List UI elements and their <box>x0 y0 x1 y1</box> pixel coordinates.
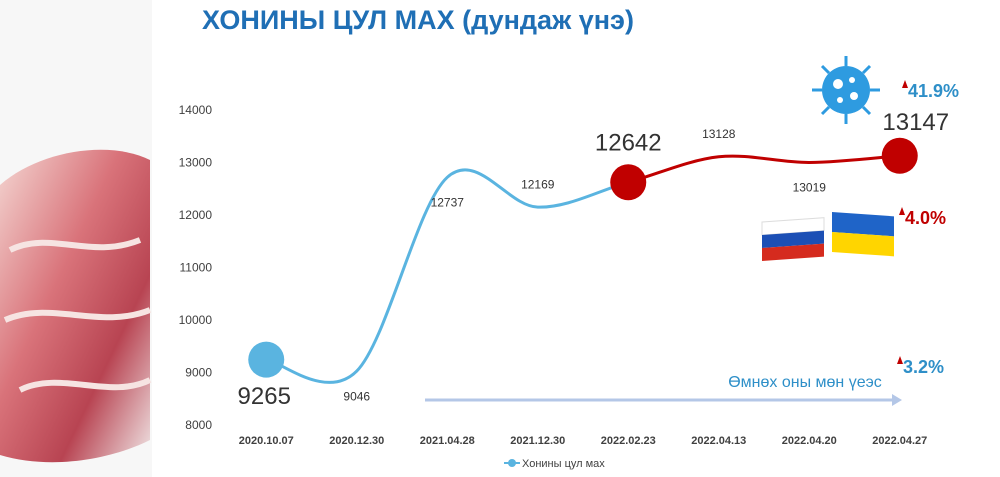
highlight-line <box>627 154 900 184</box>
y-tick-label: 10000 <box>179 313 213 327</box>
meat-photo <box>0 149 150 463</box>
y-tick-label: 13000 <box>179 156 213 170</box>
up-arrow <box>899 207 905 215</box>
up-arrow <box>897 356 903 364</box>
ukraine-flag <box>832 212 894 257</box>
annotation: 41.9% <box>908 81 959 101</box>
arrow-head <box>892 394 902 406</box>
value-label: 9265 <box>238 383 291 410</box>
value-label: 12737 <box>431 195 465 209</box>
y-tick-label: 9000 <box>185 366 212 380</box>
x-tick-label: 2021.12.30 <box>510 435 565 447</box>
x-tick-label: 2021.04.28 <box>420 435 475 447</box>
y-tick-label: 11000 <box>180 261 213 275</box>
value-label: 13128 <box>702 127 736 141</box>
point-marker <box>610 164 647 201</box>
point-marker <box>248 341 285 378</box>
x-tick-label: 2022.04.27 <box>872 435 927 447</box>
value-label: 12642 <box>595 130 662 157</box>
y-tick-label: 8000 <box>185 418 212 432</box>
point-marker <box>881 137 918 174</box>
virus-icon <box>812 56 880 124</box>
x-tick-label: 2020.12.30 <box>329 435 384 447</box>
russia-flag <box>761 217 825 261</box>
x-tick-label: 2022.02.23 <box>601 435 656 447</box>
series-line <box>265 168 629 384</box>
annotation: 4.0% <box>905 208 946 228</box>
x-tick-label: 2022.04.13 <box>691 435 746 447</box>
value-label: 9046 <box>343 389 370 403</box>
value-label: 13019 <box>793 181 827 195</box>
y-tick-label: 12000 <box>179 208 213 222</box>
x-tick-label: 2022.04.20 <box>782 435 837 447</box>
x-tick-label: 2020.10.07 <box>239 435 294 447</box>
chart-title: ХОНИНЫ ЦУЛ МАХ (дундаж үнэ) <box>202 5 634 35</box>
annotation: Өмнөх оны мөн үеэс <box>728 374 882 391</box>
meat-fat <box>3 237 152 393</box>
up-arrow <box>902 80 908 88</box>
value-label: 13147 <box>882 109 949 136</box>
legend-label: Хонины цул мах <box>522 458 605 470</box>
y-tick-label: 14000 <box>179 103 213 117</box>
value-label: 12169 <box>521 177 555 191</box>
annotation: 3.2% <box>903 357 944 377</box>
legend-marker <box>508 459 516 467</box>
